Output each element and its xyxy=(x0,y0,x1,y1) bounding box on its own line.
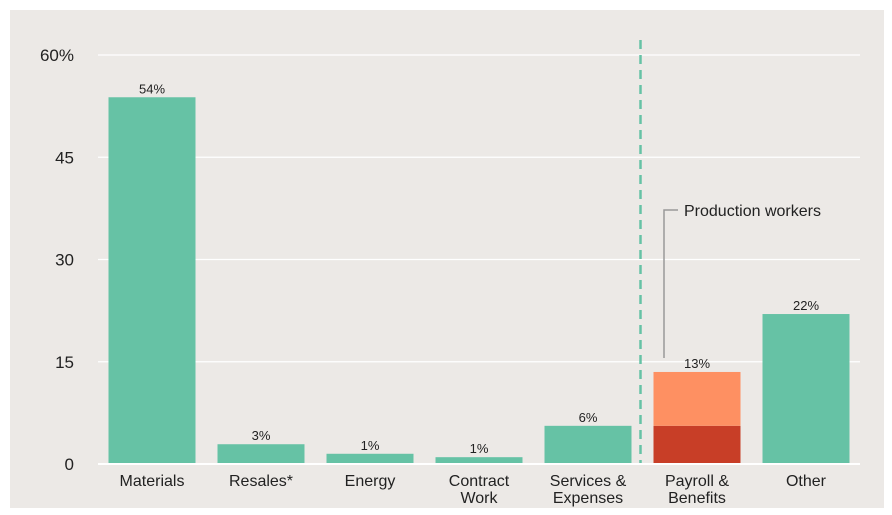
x-tick-label: Other xyxy=(786,473,827,490)
x-tick-label: Payroll & xyxy=(665,473,729,490)
x-tick-label: Benefits xyxy=(668,490,726,507)
y-tick-label: 0 xyxy=(65,455,74,474)
y-tick-label: 30 xyxy=(55,251,74,270)
y-tick-label: 45 xyxy=(55,148,74,167)
data-label: 54% xyxy=(139,81,165,96)
bar-chart: 0 15 30 45 60% 54% Materials 3% Resales* 1% Energy… xyxy=(40,40,860,507)
x-tick-label: Energy xyxy=(345,473,396,490)
chart: 0 15 30 45 60% 54% Materials 3% Resales* 1% Energy… xyxy=(10,10,884,508)
bar xyxy=(435,457,523,464)
bar-segment-other-payroll xyxy=(653,371,741,426)
y-tick-label: 60% xyxy=(40,46,74,65)
x-tick-label: Services & xyxy=(550,473,627,490)
bar xyxy=(326,453,414,464)
y-tick-label: 15 xyxy=(55,353,74,372)
bar-segment-production-workers xyxy=(653,425,741,464)
annotation-line xyxy=(663,209,678,358)
data-label: 13% xyxy=(684,356,710,371)
data-label: 1% xyxy=(361,438,380,453)
x-tick-label: Work xyxy=(460,490,498,507)
bar xyxy=(544,425,632,464)
x-tick-label: Expenses xyxy=(553,490,623,507)
data-label: 22% xyxy=(793,298,819,313)
bar xyxy=(217,444,305,464)
bar xyxy=(762,314,850,464)
x-tick-label: Resales* xyxy=(229,473,293,490)
x-tick-label: Materials xyxy=(120,473,185,490)
x-tick-label: Contract xyxy=(449,473,510,490)
bar xyxy=(108,97,196,464)
data-label: 1% xyxy=(470,441,489,456)
annotation-label: Production workers xyxy=(684,203,821,220)
data-label: 6% xyxy=(579,410,598,425)
data-label: 3% xyxy=(252,428,271,443)
